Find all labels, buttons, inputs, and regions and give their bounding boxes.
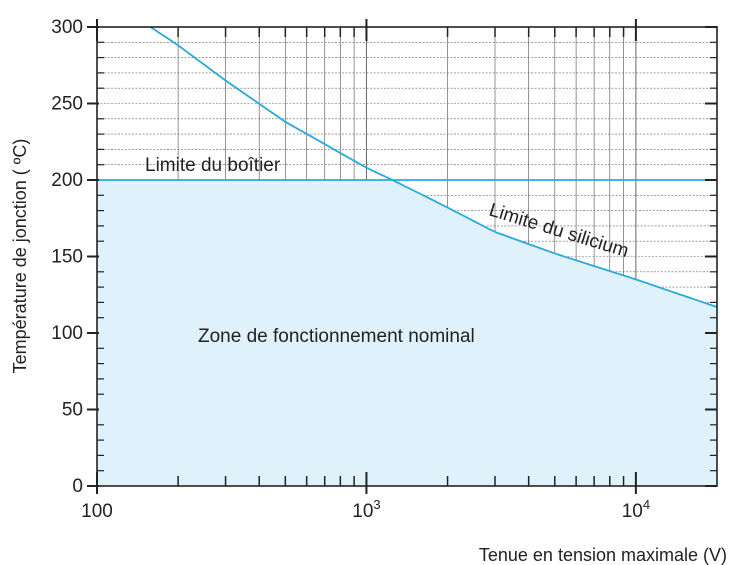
y-tick-label: 200 — [51, 170, 83, 191]
x-tick-label: 100 — [81, 501, 113, 522]
y-axis-title: Température de jonction ( ºC) — [10, 139, 30, 374]
series-line-limite-silicium — [150, 26, 718, 308]
y-tick-label: 100 — [51, 323, 83, 344]
y-tick-label: 50 — [62, 400, 83, 421]
annotation-limite-boitier: Limite du boîtier — [145, 155, 281, 176]
axis-layer: 0 50 100 150 200 250 300 100 103 104 — [51, 17, 718, 522]
y-tick-label: 150 — [51, 247, 83, 268]
x-tick-label: 104 — [622, 497, 650, 522]
grid-layer — [97, 27, 717, 303]
series-layer — [97, 26, 718, 308]
x-axis-title: Tenue en tension maximale (V) — [479, 545, 727, 565]
y-tick-label: 300 — [51, 17, 83, 38]
y-tick-label: 0 — [72, 476, 83, 497]
y-tick-label: 250 — [51, 94, 83, 115]
annotation-zone-nominal: Zone de fonctionnement nominal — [198, 326, 475, 347]
x-tick-label: 103 — [352, 497, 380, 522]
